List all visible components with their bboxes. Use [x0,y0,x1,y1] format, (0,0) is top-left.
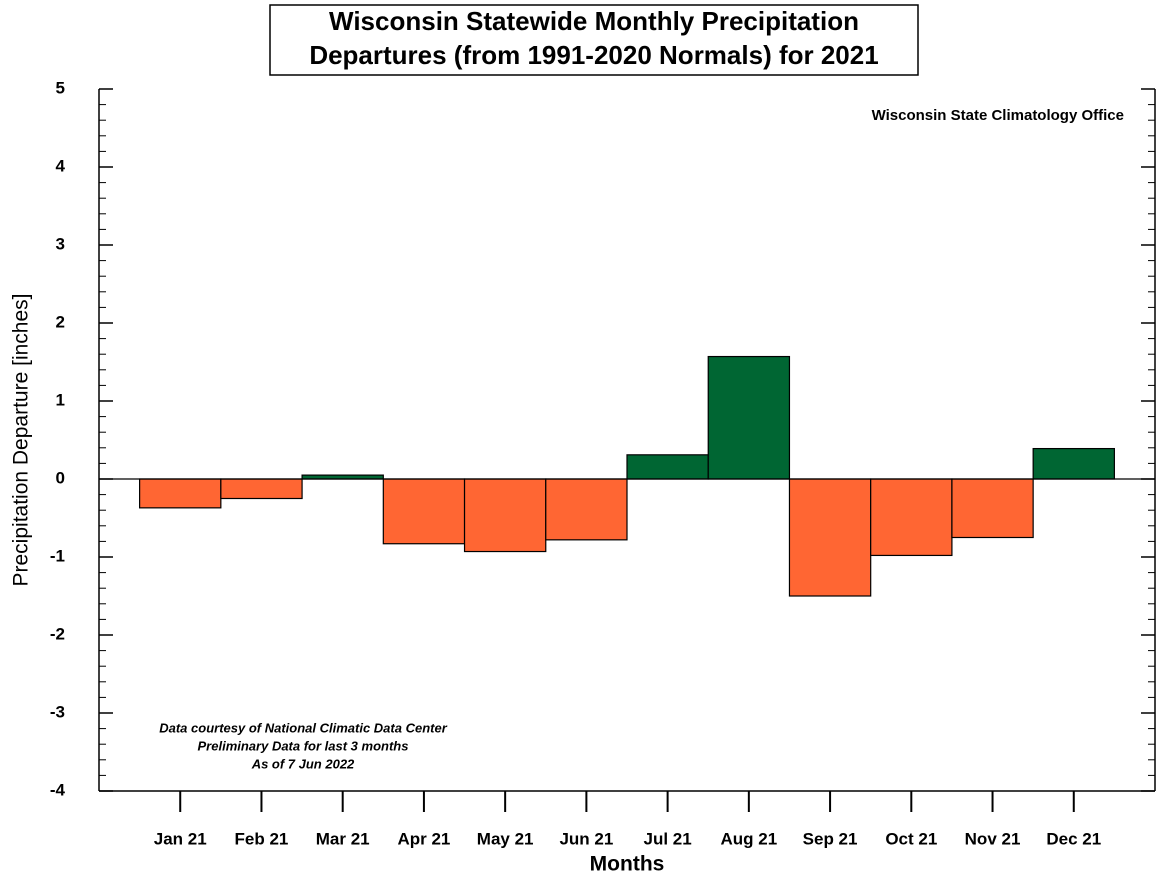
x-tick-label: Feb 21 [235,829,289,848]
bar [382,478,466,545]
note: Data courtesy of National Climatic Data … [159,720,447,735]
bar [626,454,709,480]
bar [870,478,953,557]
bar [545,478,628,541]
source-annotation: Wisconsin State Climatology Office [872,107,1124,124]
chart-title: Departures (from 1991-2020 Normals) for … [309,40,878,70]
x-tick-label: Nov 21 [965,829,1021,848]
x-tick-label: Apr 21 [397,829,450,848]
y-axis-label: Precipitation Departure [inches] [10,294,33,587]
note: As of 7 Jun 2022 [251,756,355,771]
title-box [269,4,919,76]
y-tick-label: 3 [56,234,65,253]
x-tick-label: Jan 21 [154,829,207,848]
bar [951,478,1034,539]
chart-title: Wisconsin Statewide Monthly Precipitatio… [329,6,859,36]
x-tick-label: Sep 21 [803,829,858,848]
x-tick-label: Aug 21 [721,829,778,848]
y-tick-label: 1 [56,390,65,409]
y-tick-label: 2 [56,312,65,331]
x-tick-label: Mar 21 [316,829,370,848]
y-tick-label: -4 [50,780,66,799]
y-tick-label: 5 [56,78,65,97]
x-axis-label: Months [590,853,665,876]
bar [220,478,303,500]
bar [1032,447,1115,480]
bar [788,478,872,597]
x-tick-label: Oct 21 [885,829,937,848]
x-tick-label: Dec 21 [1046,829,1101,848]
x-tick-label: May 21 [477,829,534,848]
x-tick-label: Jul 21 [644,829,692,848]
y-tick-label: -3 [50,702,65,721]
y-tick-label: -1 [50,546,65,565]
bar [707,355,791,480]
note: Preliminary Data for last 3 months [198,738,409,753]
y-tick-label: 0 [56,468,65,487]
bar [463,478,547,553]
y-tick-label: 4 [56,156,66,175]
y-tick-label: -2 [50,624,65,643]
x-tick-label: Jun 21 [559,829,613,848]
bar [139,478,222,509]
